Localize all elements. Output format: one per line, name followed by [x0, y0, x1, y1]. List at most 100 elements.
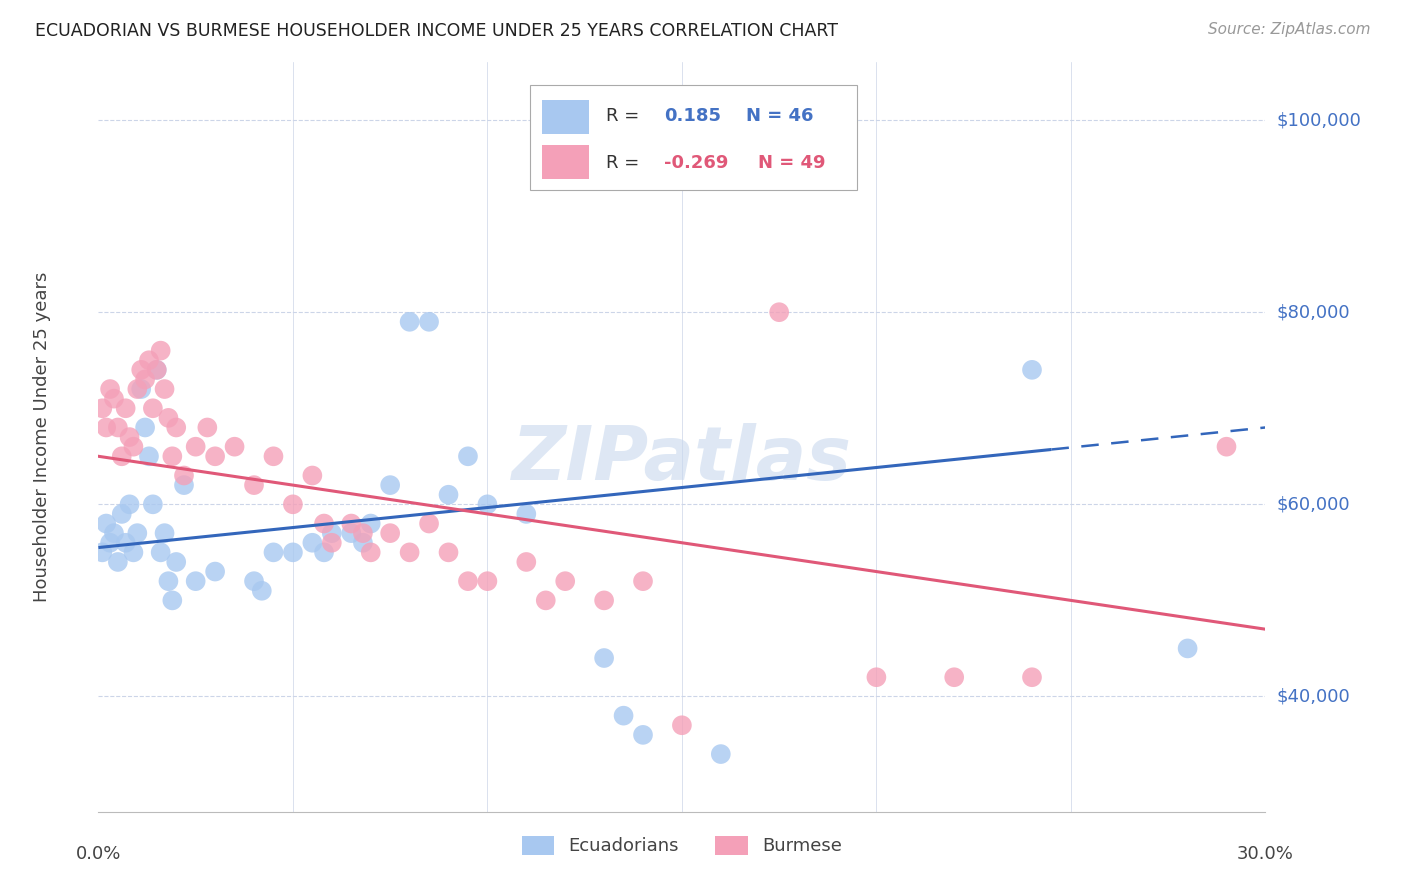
Point — [111, 507, 134, 521]
Point — [671, 718, 693, 732]
Point — [340, 526, 363, 541]
Point — [1021, 363, 1043, 377]
Point — [184, 574, 207, 589]
Point — [301, 535, 323, 549]
Point — [312, 516, 335, 531]
Text: 0.0%: 0.0% — [76, 846, 121, 863]
Point — [457, 450, 479, 464]
Point — [173, 468, 195, 483]
Point — [146, 363, 169, 377]
Point — [262, 545, 284, 559]
Text: N = 46: N = 46 — [747, 107, 814, 126]
Point — [98, 535, 121, 549]
Point — [142, 497, 165, 511]
Point — [142, 401, 165, 416]
Point — [91, 401, 114, 416]
Point — [515, 507, 537, 521]
Text: ZIPatlas: ZIPatlas — [512, 423, 852, 496]
Point — [1215, 440, 1237, 454]
Point — [173, 478, 195, 492]
Point — [477, 574, 499, 589]
Point — [360, 516, 382, 531]
Point — [204, 565, 226, 579]
Point — [1177, 641, 1199, 656]
Point — [114, 535, 136, 549]
Point — [380, 526, 402, 541]
Point — [129, 363, 152, 377]
Text: N = 49: N = 49 — [758, 153, 825, 172]
Point — [418, 516, 440, 531]
Point — [184, 440, 207, 454]
Point — [96, 420, 118, 434]
Bar — [541, 100, 589, 134]
Text: $40,000: $40,000 — [1277, 688, 1350, 706]
Point — [437, 545, 460, 559]
Point — [1021, 670, 1043, 684]
Point — [134, 372, 156, 386]
Point — [865, 670, 887, 684]
Point — [129, 382, 152, 396]
Point — [262, 450, 284, 464]
Point — [157, 410, 180, 425]
Point — [437, 488, 460, 502]
Point — [103, 526, 125, 541]
Text: $80,000: $80,000 — [1277, 303, 1350, 321]
Text: R =: R = — [606, 107, 640, 126]
Point — [107, 420, 129, 434]
Point — [98, 382, 121, 396]
Point — [457, 574, 479, 589]
Point — [340, 516, 363, 531]
Point — [301, 468, 323, 483]
Point — [138, 353, 160, 368]
Point — [631, 574, 654, 589]
Point — [710, 747, 733, 761]
Legend: Ecuadorians, Burmese: Ecuadorians, Burmese — [515, 829, 849, 863]
Point — [157, 574, 180, 589]
Text: R =: R = — [606, 153, 640, 172]
Point — [477, 497, 499, 511]
Point — [613, 708, 636, 723]
Point — [943, 670, 966, 684]
Text: $100,000: $100,000 — [1277, 112, 1361, 129]
Text: 0.185: 0.185 — [665, 107, 721, 126]
Text: -0.269: -0.269 — [665, 153, 728, 172]
Text: 30.0%: 30.0% — [1237, 846, 1294, 863]
Point — [149, 545, 172, 559]
Point — [153, 526, 176, 541]
Point — [398, 315, 420, 329]
Point — [162, 593, 184, 607]
Point — [107, 555, 129, 569]
Point — [138, 450, 160, 464]
Point — [111, 450, 134, 464]
Point — [250, 583, 273, 598]
Point — [768, 305, 790, 319]
Point — [593, 593, 616, 607]
Point — [243, 478, 266, 492]
Point — [118, 497, 141, 511]
Text: Source: ZipAtlas.com: Source: ZipAtlas.com — [1208, 22, 1371, 37]
Point — [352, 535, 374, 549]
Point — [243, 574, 266, 589]
Point — [122, 545, 145, 559]
Point — [204, 450, 226, 464]
Point — [103, 392, 125, 406]
Point — [118, 430, 141, 444]
Point — [127, 526, 149, 541]
Point — [352, 526, 374, 541]
Point — [91, 545, 114, 559]
Point — [134, 420, 156, 434]
Point — [146, 363, 169, 377]
Point — [195, 420, 218, 434]
Point — [165, 420, 187, 434]
Point — [554, 574, 576, 589]
Point — [281, 497, 304, 511]
Point — [380, 478, 402, 492]
Text: ECUADORIAN VS BURMESE HOUSEHOLDER INCOME UNDER 25 YEARS CORRELATION CHART: ECUADORIAN VS BURMESE HOUSEHOLDER INCOME… — [35, 22, 838, 40]
Text: Householder Income Under 25 years: Householder Income Under 25 years — [34, 272, 52, 602]
Point — [312, 545, 335, 559]
Point — [593, 651, 616, 665]
Point — [418, 315, 440, 329]
Point — [360, 545, 382, 559]
Point — [321, 535, 343, 549]
Point — [534, 593, 557, 607]
